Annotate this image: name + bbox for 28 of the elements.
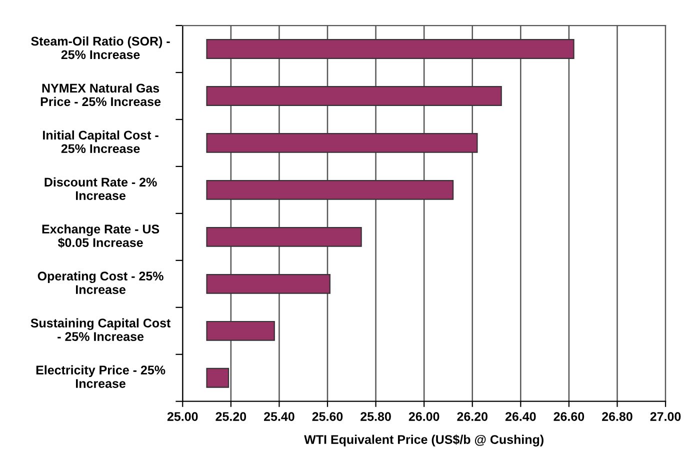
x-tick-label: 27.00 xyxy=(650,412,681,421)
y-tick-label: Operating Cost - 25% Increase xyxy=(38,271,164,294)
y-tick-label: Exchange Rate - US $0.05 Increase xyxy=(42,224,160,248)
bar xyxy=(206,180,454,200)
bar xyxy=(206,320,275,341)
x-axis-title: WTI Equivalent Price (US$/b @ Cushing) xyxy=(304,434,544,446)
y-tick-label: Discount Rate - 2% Increase xyxy=(44,177,157,200)
y-tick-label: Steam-Oil Ratio (SOR) - 25% Increase xyxy=(31,36,170,60)
x-tick-label: 26.60 xyxy=(554,412,584,421)
bar xyxy=(206,368,230,388)
bar xyxy=(206,274,330,294)
y-tick-label: Initial Capital Cost - 25% Increase xyxy=(43,130,158,154)
x-tick-label: 26.20 xyxy=(457,412,488,421)
bar xyxy=(206,39,574,59)
y-tick-label: Electricity Price - 25% Increase xyxy=(36,365,166,388)
bar xyxy=(206,133,478,153)
bar xyxy=(206,86,502,106)
y-tick-label: Sustaining Capital Cost - 25% Increase xyxy=(30,318,171,342)
x-tick-label: 25.60 xyxy=(312,412,343,421)
x-tick-label: 25.00 xyxy=(167,412,198,421)
x-tick-label: 26.80 xyxy=(602,412,632,421)
x-tick-label: 25.80 xyxy=(360,412,391,421)
x-tick-label: 26.00 xyxy=(408,412,440,421)
x-tick-label: 25.20 xyxy=(216,412,246,421)
x-tick-label: 26.40 xyxy=(505,412,536,421)
x-tick-label: 25.40 xyxy=(264,412,294,421)
y-tick-label: NYMEX Natural Gas Price - 25% Increase xyxy=(40,83,161,106)
bar xyxy=(206,226,362,247)
